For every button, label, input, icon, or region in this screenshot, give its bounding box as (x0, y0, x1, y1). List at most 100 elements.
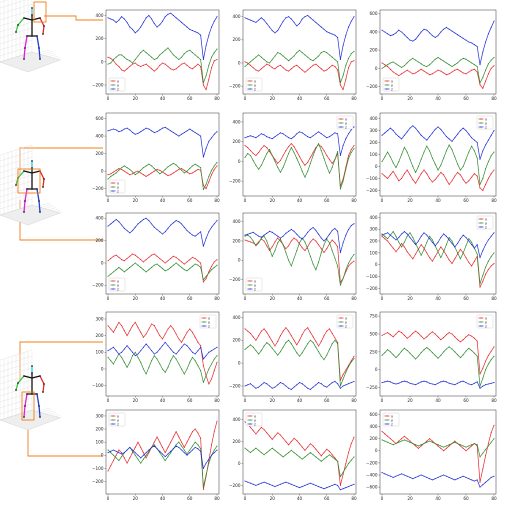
data-point-z (331, 382, 333, 384)
data-point-x (331, 64, 333, 66)
data-point-z (318, 233, 320, 235)
y-tick-label: 200 (370, 48, 378, 53)
data-point-y (216, 445, 218, 447)
data-point-x (431, 440, 433, 442)
data-point-x (172, 436, 174, 438)
data-point-x (123, 170, 125, 172)
skeleton-joint (31, 14, 33, 16)
data-point-z (490, 382, 492, 384)
skeleton-joint (43, 383, 45, 385)
data-point-x (392, 440, 394, 442)
data-point-y (249, 452, 251, 454)
data-point-z (342, 488, 344, 490)
grid-floor (0, 204, 61, 226)
data-point-z (406, 233, 408, 235)
data-point-x (170, 174, 172, 176)
data-point-y (301, 170, 303, 172)
legend-marker-z (340, 126, 342, 128)
data-point-x (443, 450, 445, 452)
data-point-x (328, 158, 331, 160)
data-point-y (320, 460, 322, 462)
data-point-z (194, 353, 196, 355)
data-point-z (107, 452, 109, 454)
data-point-z (145, 17, 147, 19)
data-point-y (417, 165, 419, 168)
data-point-y (208, 368, 210, 370)
x-tick-label: 80 (214, 398, 220, 403)
data-point-x (487, 442, 489, 445)
data-point-y (304, 347, 306, 349)
x-tick-label: 20 (133, 398, 139, 403)
data-point-y (468, 151, 470, 153)
grid-line (0, 349, 33, 361)
data-point-z (118, 353, 120, 355)
data-point-x (320, 248, 322, 250)
data-point-y (395, 235, 397, 237)
data-point-z (465, 476, 467, 479)
data-point-x (417, 177, 419, 179)
skeleton-torso (0, 144, 63, 226)
data-point-x (331, 332, 333, 334)
data-point-x (381, 235, 383, 237)
data-point-x (118, 167, 120, 170)
data-point-x (415, 253, 417, 255)
skeleton-bone (15, 382, 19, 391)
data-point-z (326, 237, 328, 239)
data-point-x (451, 263, 453, 265)
data-point-z (137, 223, 139, 225)
data-point-z (115, 450, 117, 452)
data-point-x (417, 332, 419, 334)
data-point-z (164, 341, 166, 343)
data-point-y (307, 170, 309, 172)
data-point-x (194, 65, 196, 68)
data-point-y (384, 440, 386, 442)
data-point-x (412, 258, 414, 260)
data-point-z (350, 382, 352, 384)
data-point-x (487, 354, 489, 356)
data-point-z (315, 21, 317, 23)
data-point-x (172, 172, 174, 174)
data-point-z (296, 233, 298, 235)
legend: xyz (382, 77, 400, 91)
data-point-x (290, 68, 292, 70)
data-point-x (348, 67, 350, 69)
x-tick-label: 40 (160, 398, 166, 403)
data-point-z (110, 223, 112, 225)
x-tick-label: 60 (187, 198, 193, 203)
data-point-x (462, 447, 464, 449)
data-point-z (134, 133, 136, 135)
data-point-y (403, 439, 405, 441)
data-point-z (266, 482, 268, 484)
data-point-z (309, 388, 311, 390)
data-point-x (126, 335, 128, 337)
data-point-z (457, 34, 459, 36)
y-tick-label: −200 (229, 277, 241, 282)
data-point-y (307, 248, 309, 250)
data-point-y (417, 355, 419, 357)
data-point-x (465, 450, 467, 452)
legend-marker-x (249, 80, 251, 82)
data-point-z (471, 479, 473, 481)
skeleton-bone (42, 178, 45, 188)
x-tick-label: 60 (324, 198, 330, 203)
data-point-z (309, 17, 311, 19)
x-tick-label: 60 (187, 496, 193, 501)
data-point-z (216, 220, 218, 222)
data-point-x (115, 63, 117, 65)
data-point-y (328, 454, 331, 456)
data-point-z (440, 381, 442, 383)
legend-label-z: z (254, 87, 256, 91)
data-point-x (277, 432, 279, 434)
highlight-box (21, 391, 35, 421)
data-point-x (395, 251, 397, 253)
data-point-y (350, 151, 352, 154)
data-point-y (420, 444, 422, 446)
data-point-z (457, 478, 459, 480)
data-point-x (268, 150, 271, 153)
skeleton-joint (31, 393, 33, 395)
data-point-y (156, 358, 158, 360)
data-point-x (381, 430, 383, 432)
legend-label-x: x (254, 279, 257, 283)
data-point-y (389, 442, 391, 445)
